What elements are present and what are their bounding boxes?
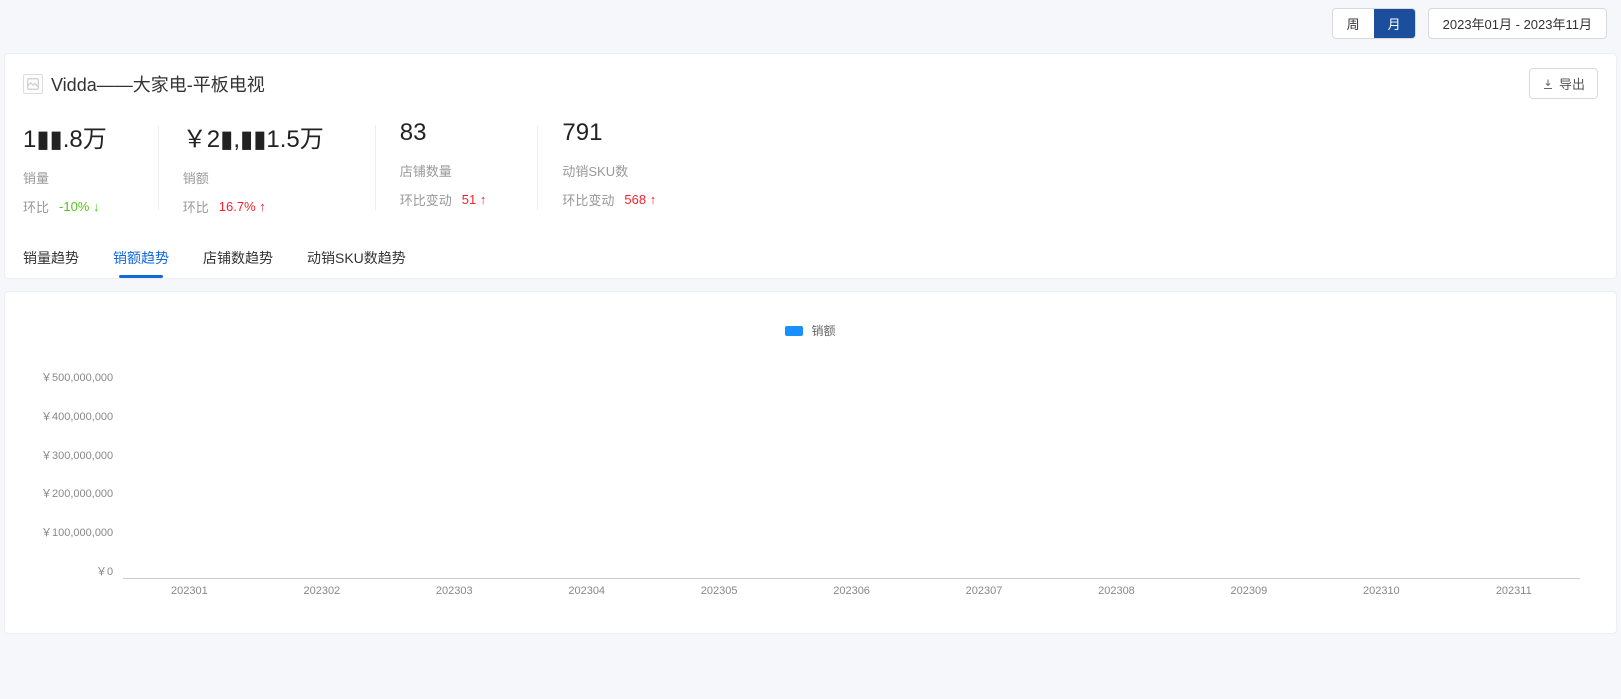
metric-change: 环比变动51 ↑ [400,190,487,209]
metric-1: ￥2▮,▮▮1.5万销额环比16.7% ↑ [159,119,376,216]
x-tick: 202305 [653,585,785,597]
y-tick: ￥0 [96,563,113,579]
panel-title-wrap: Vidda——大家电-平板电视 [23,71,265,97]
top-bar: 周 月 2023年01月 - 2023年11月 [0,0,1621,47]
toggle-week[interactable]: 周 [1333,9,1374,38]
trend-tab-3[interactable]: 动销SKU数趋势 [307,248,406,278]
export-label: 导出 [1559,74,1585,93]
metrics-row: 1▮▮.8万销量环比-10% ↓￥2▮,▮▮1.5万销额环比16.7% ↑83店… [5,107,1616,234]
trend-tab-2[interactable]: 店铺数趋势 [203,248,273,278]
metric-value: 791 [562,119,656,147]
trend-tabs: 销量趋势 销额趋势 店铺数趋势 动销SKU数趋势 [5,234,1616,278]
metric-value: 83 [400,119,487,147]
chart-area: ￥500,000,000 ￥400,000,000 ￥300,000,000 ￥200… [41,369,1580,609]
brand-icon [23,74,43,94]
export-button[interactable]: 导出 [1529,68,1598,99]
metric-label: 店铺数量 [400,161,487,180]
date-range-picker[interactable]: 2023年01月 - 2023年11月 [1428,8,1607,39]
x-tick: 202310 [1315,585,1447,597]
metric-change: 环比16.7% ↑ [183,197,324,216]
panel-title: Vidda——大家电-平板电视 [51,71,265,97]
y-tick: ￥400,000,000 [41,408,113,424]
chart-panel: 销额 ￥500,000,000￥400,000,000￥300,000,000￥… [4,291,1617,634]
panel-header: Vidda——大家电-平板电视 导出 [5,54,1616,107]
x-axis: 2023012023022023032023042023052023062023… [123,585,1580,597]
metric-0: 1▮▮.8万销量环比-10% ↓ [23,119,159,216]
metric-label: 动销SKU数 [562,161,656,180]
x-tick: 202304 [520,585,652,597]
metric-change: 环比变动568 ↑ [562,190,656,209]
x-tick: 202303 [388,585,520,597]
chart-legend: 销额 [41,322,1580,339]
y-axis: ￥500,000,000 ￥400,000,000 ￥300,000,000 ￥200… [41,369,123,579]
x-tick: 202301 [123,585,255,597]
metric-2: 83 店铺数量环比变动51 ↑ [376,119,539,216]
x-tick: 202311 [1448,585,1580,597]
metric-label: 销额 [183,168,324,187]
trend-tab-1[interactable]: 销额趋势 [113,248,169,278]
metric-value: ￥2▮,▮▮1.5万 [183,119,324,154]
download-icon [1542,78,1554,90]
plot: 2023012023022023032023042023052023062023… [123,369,1580,609]
y-tick: ￥500,000,000 [41,369,113,385]
toggle-month[interactable]: 月 [1374,9,1415,38]
bars [123,369,1580,579]
y-tick: ￥200,000,000 [41,485,113,501]
legend-swatch [785,326,803,336]
x-tick: 202308 [1050,585,1182,597]
x-tick: 202302 [256,585,388,597]
x-tick: 202306 [785,585,917,597]
trend-tab-0[interactable]: 销量趋势 [23,248,79,278]
period-toggle: 周 月 [1332,8,1416,39]
y-tick: ￥300,000,000 [41,447,113,463]
x-tick: 202309 [1183,585,1315,597]
metric-3: 791 动销SKU数环比变动568 ↑ [538,119,708,216]
x-tick: 202307 [918,585,1050,597]
metric-value: 1▮▮.8万 [23,119,107,154]
metric-label: 销量 [23,168,107,187]
legend-label: 销额 [811,322,835,339]
summary-panel: Vidda——大家电-平板电视 导出 1▮▮.8万销量环比-10% ↓￥2▮,▮… [4,53,1617,279]
y-tick: ￥100,000,000 [41,524,113,540]
metric-change: 环比-10% ↓ [23,197,107,216]
